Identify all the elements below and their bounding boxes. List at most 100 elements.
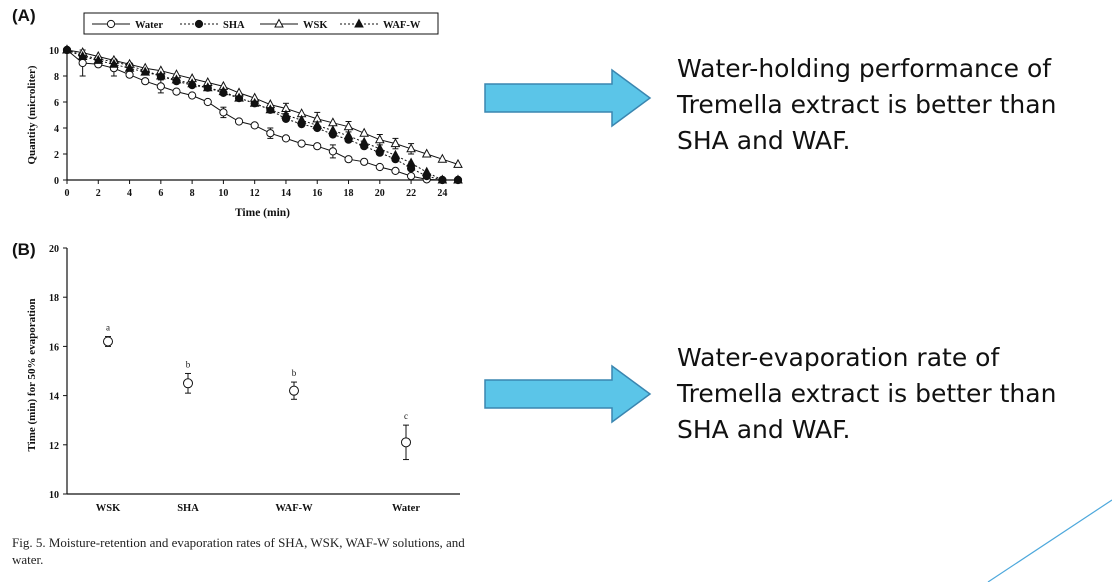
data-point xyxy=(313,142,322,151)
y-tick-label: 12 xyxy=(49,441,59,452)
data-point xyxy=(109,58,119,68)
data-point xyxy=(249,97,260,107)
y-tick-label: 20 xyxy=(49,244,59,255)
significance-letter: b xyxy=(292,368,297,378)
data-point xyxy=(390,138,401,148)
series-water xyxy=(62,45,463,185)
legend-label: Water xyxy=(135,20,163,31)
x-tick-label: 12 xyxy=(250,188,260,199)
data-point xyxy=(406,157,416,167)
x-tick-label: 18 xyxy=(344,188,354,199)
point-water: Water c xyxy=(392,411,420,514)
data-point xyxy=(183,378,193,389)
x-tick-label: 8 xyxy=(190,188,195,199)
data-point xyxy=(62,44,72,54)
y-tick-label: 2 xyxy=(54,150,59,161)
data-point xyxy=(289,385,299,396)
data-point xyxy=(390,149,401,159)
data-point xyxy=(453,174,463,184)
data-point xyxy=(401,437,411,448)
x-tick-label: 14 xyxy=(281,188,291,199)
data-point xyxy=(218,86,229,96)
legend-label: SHA xyxy=(223,20,245,31)
data-point xyxy=(343,121,354,131)
panel-a-label: (A) xyxy=(12,6,36,25)
data-point xyxy=(375,162,384,172)
legend-label: WAF-W xyxy=(383,20,421,31)
data-point xyxy=(328,147,337,156)
data-point xyxy=(266,129,275,138)
y-axis-label: Time (min) for 50% evaporation xyxy=(26,299,38,452)
data-point xyxy=(171,74,182,84)
data-point xyxy=(391,166,400,175)
data-point xyxy=(188,91,197,100)
data-point xyxy=(296,114,307,124)
data-point xyxy=(343,130,354,140)
y-tick-label: 16 xyxy=(49,342,59,353)
data-point xyxy=(124,62,135,72)
data-point xyxy=(234,117,244,126)
y-tick-label: 8 xyxy=(54,72,59,83)
data-point xyxy=(202,82,213,92)
arrow-right-icon xyxy=(484,68,652,128)
data-point xyxy=(172,87,181,96)
y-tick-label: 10 xyxy=(49,46,59,57)
y-tick-label: 18 xyxy=(49,293,59,304)
data-point xyxy=(77,50,88,60)
data-point xyxy=(374,134,385,144)
x-tick-label: Water xyxy=(392,503,420,514)
data-point xyxy=(359,127,369,137)
data-point xyxy=(297,139,306,148)
point-sha: SHA b xyxy=(177,359,199,514)
conclusion-text-1: Water-holding performance of Tremella ex… xyxy=(677,54,1057,155)
y-tick-label: 6 xyxy=(54,98,59,109)
x-tick-label: SHA xyxy=(177,503,199,514)
data-point xyxy=(250,121,259,130)
x-axis-label: Time (min) xyxy=(235,207,290,219)
panel-b-label: (B) xyxy=(12,240,36,259)
data-point xyxy=(328,125,338,135)
x-tick-label: 4 xyxy=(127,188,132,199)
series-waf-w xyxy=(62,44,463,184)
x-tick-label: 16 xyxy=(312,188,322,199)
data-point xyxy=(360,157,369,166)
data-point xyxy=(265,104,276,114)
data-point xyxy=(421,166,432,176)
y-tick-label: 4 xyxy=(54,124,59,135)
data-point xyxy=(406,172,416,181)
data-point xyxy=(437,174,448,184)
significance-letter: b xyxy=(186,359,191,369)
y-axis-label: Quantity (microliter) xyxy=(26,65,38,164)
data-point xyxy=(93,54,104,64)
legend: Water SHA WSK WAF-W xyxy=(83,12,439,35)
data-point xyxy=(281,109,291,119)
x-tick-label: WAF-W xyxy=(275,503,313,514)
y-tick-label: 10 xyxy=(49,490,59,501)
legend-marker xyxy=(194,19,204,29)
data-point xyxy=(141,77,150,86)
data-point xyxy=(156,70,166,80)
legend-marker xyxy=(106,19,116,29)
legend-marker xyxy=(274,18,284,28)
x-tick-label: 10 xyxy=(218,188,228,199)
point-wsk: WSK a xyxy=(96,323,121,514)
data-point xyxy=(281,134,291,143)
x-tick-label: 2 xyxy=(96,188,101,199)
significance-letter: c xyxy=(404,411,408,421)
y-tick-label: 14 xyxy=(49,392,59,403)
data-point xyxy=(453,158,463,168)
data-point xyxy=(156,82,165,91)
data-point xyxy=(437,153,448,163)
data-point xyxy=(359,136,369,146)
conclusion-text-2: Water-evaporation rate of Tremella extra… xyxy=(677,343,1057,444)
data-point xyxy=(219,108,228,117)
x-tick-label: 22 xyxy=(406,188,416,199)
data-point xyxy=(103,336,113,347)
data-point xyxy=(203,97,212,107)
data-point xyxy=(312,119,323,129)
figure-caption: Fig. 5. Moisture-retention and evaporati… xyxy=(12,535,465,567)
